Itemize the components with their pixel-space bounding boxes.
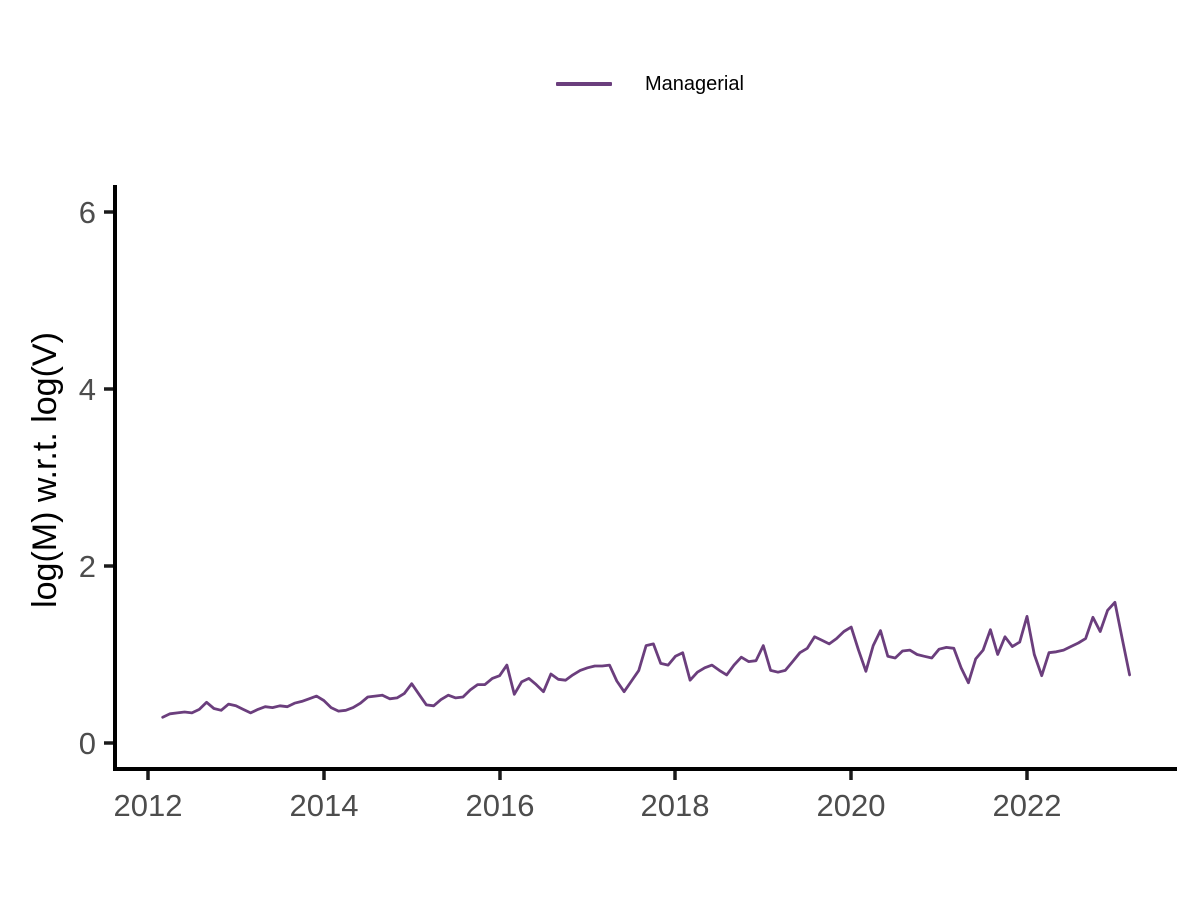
x-tick-label-2020: 2020 xyxy=(817,788,886,823)
legend: Managerial xyxy=(556,72,744,96)
x-tick-label-2014: 2014 xyxy=(290,788,359,823)
y-tick-label-2: 2 xyxy=(79,549,96,584)
x-tick-label-2022: 2022 xyxy=(993,788,1062,823)
x-tick-label-2018: 2018 xyxy=(641,788,710,823)
legend-label: Managerial xyxy=(645,73,744,95)
managerial-line xyxy=(161,600,1131,719)
y-tick-label-6: 6 xyxy=(79,195,96,230)
y-tick-label-4: 4 xyxy=(79,372,96,407)
y-axis-title: log(M) w.r.t. log(V) xyxy=(26,332,64,608)
legend-line-swatch xyxy=(556,82,612,86)
x-tick-label-2012: 2012 xyxy=(114,788,183,823)
x-tick-label-2016: 2016 xyxy=(466,788,535,823)
x-axis-ticks xyxy=(146,771,1029,780)
y-axis-ticks xyxy=(104,210,113,745)
y-tick-label-0: 0 xyxy=(79,726,96,761)
